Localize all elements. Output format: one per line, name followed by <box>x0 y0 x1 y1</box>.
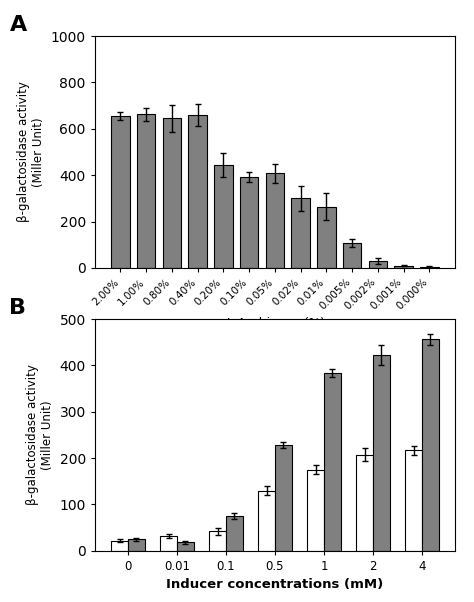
X-axis label: Inducer concentrations (mM): Inducer concentrations (mM) <box>166 579 383 591</box>
Bar <box>160 536 177 551</box>
Bar <box>128 539 145 551</box>
Bar <box>317 207 336 268</box>
Bar <box>324 373 341 551</box>
Bar <box>307 470 324 551</box>
Bar <box>265 173 284 268</box>
Y-axis label: β-galactosidase activity
(Miller Unit): β-galactosidase activity (Miller Unit) <box>26 364 54 506</box>
Bar <box>394 265 413 268</box>
Y-axis label: β-galactosidase activity
(Miller Unit): β-galactosidase activity (Miller Unit) <box>17 81 45 223</box>
Bar <box>343 243 362 268</box>
Bar <box>258 491 275 551</box>
Bar <box>422 340 438 551</box>
Text: B: B <box>9 298 27 318</box>
Bar <box>240 177 258 268</box>
X-axis label: L-Arabinose (%): L-Arabinose (%) <box>226 317 324 330</box>
Bar <box>226 516 243 551</box>
Bar <box>292 198 310 268</box>
Bar <box>111 116 130 268</box>
Bar <box>275 445 292 551</box>
Bar <box>163 119 181 268</box>
Bar <box>405 450 422 551</box>
Bar <box>177 542 193 551</box>
Text: A: A <box>9 15 27 35</box>
Bar <box>373 355 390 551</box>
Bar <box>188 115 207 268</box>
Bar <box>214 165 233 268</box>
Bar <box>137 114 155 268</box>
Bar <box>356 455 373 551</box>
Bar <box>420 267 438 268</box>
Bar <box>111 541 128 551</box>
Bar <box>369 261 387 268</box>
Bar <box>209 532 226 551</box>
